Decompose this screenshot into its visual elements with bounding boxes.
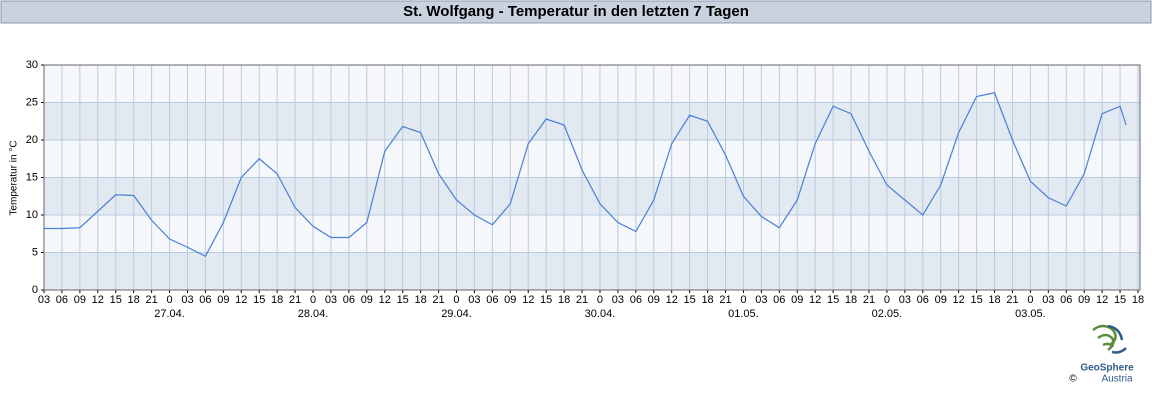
y-axis-label: Temperatur in °C [9, 140, 20, 215]
x-tick-label: 15 [827, 294, 839, 306]
date-label: 02.05. [872, 308, 903, 320]
x-tick-label: 12 [1096, 294, 1108, 306]
logo-icon [1107, 324, 1127, 354]
x-tick-label: 21 [863, 294, 875, 306]
x-tick-label: 21 [145, 294, 157, 306]
x-tick-label: 15 [397, 294, 409, 306]
x-tick-label: 18 [558, 294, 570, 306]
x-tick-label: 09 [791, 294, 803, 306]
x-tick-label: 12 [92, 294, 104, 306]
y-tick-label: 25 [26, 96, 38, 108]
grid-band [44, 177, 1140, 215]
x-tick-label: 18 [1132, 294, 1144, 306]
x-tick-label: 03 [755, 294, 767, 306]
x-tick-label: 18 [701, 294, 713, 306]
x-tick-label: 03 [899, 294, 911, 306]
x-tick-label: 03 [325, 294, 337, 306]
y-tick-label: 20 [26, 134, 38, 146]
title-bar [0, 0, 1152, 24]
date-label: 03.05. [1015, 308, 1046, 320]
x-tick-label: 06 [1060, 294, 1072, 306]
y-tick-label: 15 [26, 171, 38, 183]
x-tick-label: 03 [38, 294, 50, 306]
x-tick-label: 21 [289, 294, 301, 306]
logo-icon [1092, 324, 1117, 351]
x-tick-label: 06 [917, 294, 929, 306]
x-tick-label: 12 [666, 294, 678, 306]
date-label: 01.05. [728, 308, 759, 320]
x-tick-label: 18 [988, 294, 1000, 306]
x-tick-label: 0 [166, 294, 172, 306]
x-tick-label: 03 [181, 294, 193, 306]
x-tick-label: 0 [453, 294, 459, 306]
y-tick-label: 5 [32, 246, 38, 258]
x-tick-label: 06 [486, 294, 498, 306]
x-tick-label: 18 [845, 294, 857, 306]
date-label: 29.04. [441, 308, 472, 320]
x-tick-label: 21 [576, 294, 588, 306]
plot-frame [43, 64, 1141, 291]
date-label: 28.04. [298, 308, 329, 320]
x-tick-label: 06 [630, 294, 642, 306]
y-tick-label: 0 [32, 284, 38, 296]
x-tick-label: 15 [540, 294, 552, 306]
x-tick-label: 12 [235, 294, 247, 306]
x-tick-label: 0 [310, 294, 316, 306]
chart-title: St. Wolfgang - Temperatur in den letzten… [403, 3, 749, 20]
x-tick-label: 09 [648, 294, 660, 306]
y-tick-label: 10 [26, 209, 38, 221]
x-tick-label: 18 [271, 294, 283, 306]
x-tick-label: 21 [432, 294, 444, 306]
x-tick-label: 12 [953, 294, 965, 306]
x-tick-label: 06 [56, 294, 68, 306]
x-tick-label: 09 [74, 294, 86, 306]
x-tick-label: 09 [935, 294, 947, 306]
x-tick-label: 03 [1042, 294, 1054, 306]
x-tick-label: 06 [343, 294, 355, 306]
x-tick-label: 15 [970, 294, 982, 306]
x-tick-label: 09 [361, 294, 373, 306]
x-tick-label: 0 [1027, 294, 1033, 306]
date-label: 30.04. [585, 308, 616, 320]
date-label: 27.04. [154, 308, 185, 320]
line-series [44, 92, 1127, 258]
grid-band [44, 252, 1140, 290]
x-tick-label: 09 [504, 294, 516, 306]
x-tick-label: 0 [597, 294, 603, 306]
x-tick-label: 09 [217, 294, 229, 306]
x-tick-label: 09 [1078, 294, 1090, 306]
x-tick-label: 15 [110, 294, 122, 306]
x-tick-label: 06 [773, 294, 785, 306]
logo-name: GeoSphere [1080, 363, 1134, 374]
logo [1092, 324, 1127, 354]
x-tick-label: 21 [719, 294, 731, 306]
x-tick-label: 12 [522, 294, 534, 306]
x-tick-label: 03 [612, 294, 624, 306]
grid-band [44, 102, 1140, 140]
x-tick-label: 15 [1114, 294, 1126, 306]
x-tick-label: 18 [414, 294, 426, 306]
x-tick-label: 0 [740, 294, 746, 306]
y-tick-label: 30 [26, 59, 38, 71]
x-tick-label: 15 [684, 294, 696, 306]
logo-country: Austria [1101, 374, 1133, 385]
x-tick-label: 21 [1006, 294, 1018, 306]
x-tick-label: 18 [128, 294, 140, 306]
x-tick-label: 12 [379, 294, 391, 306]
x-tick-label: 12 [809, 294, 821, 306]
x-tick-label: 06 [199, 294, 211, 306]
x-tick-label: 0 [884, 294, 890, 306]
copyright: © [1069, 374, 1077, 385]
x-tick-label: 03 [468, 294, 480, 306]
x-tick-label: 15 [253, 294, 265, 306]
